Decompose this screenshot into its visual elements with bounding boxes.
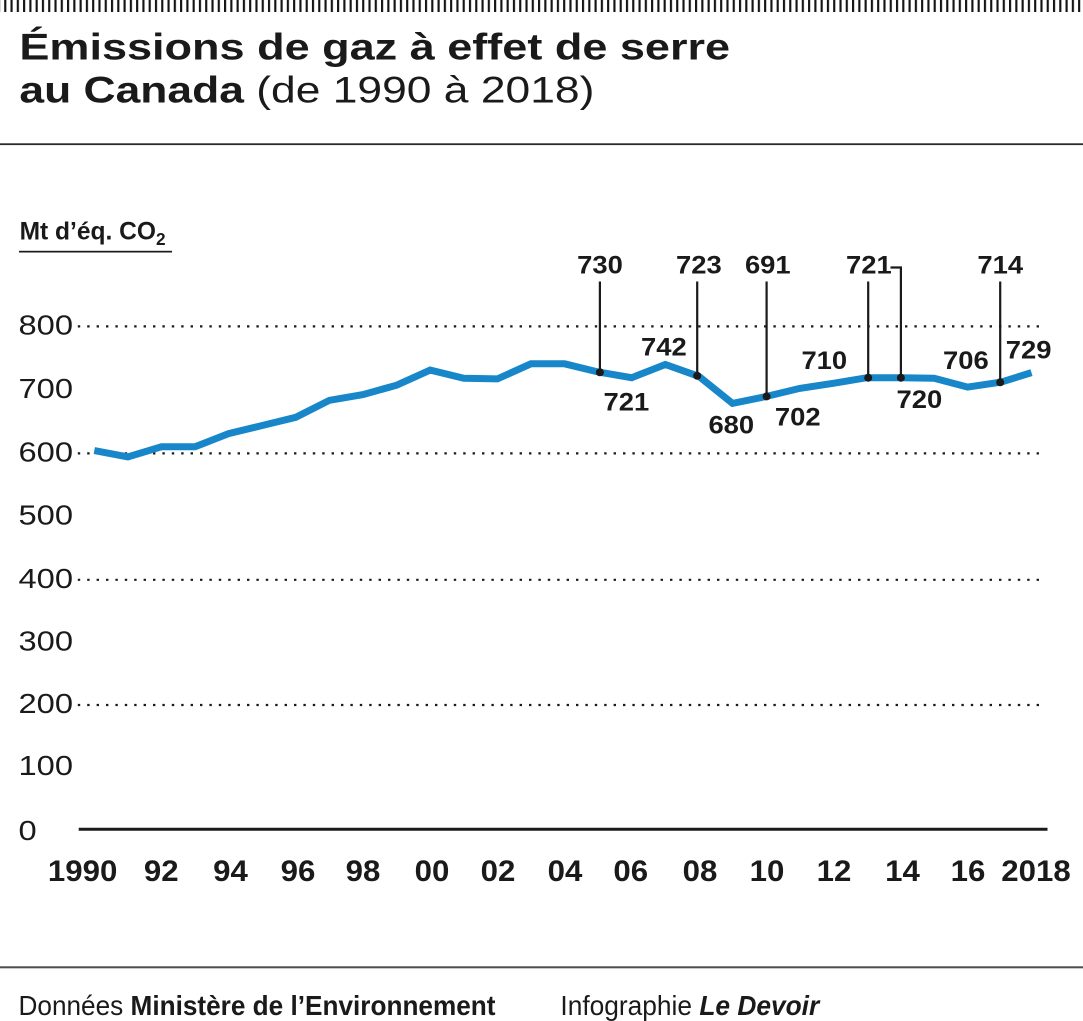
svg-text:730: 730: [577, 251, 623, 280]
svg-text:Mt d’éq. CO2: Mt d’éq. CO2: [20, 218, 166, 249]
svg-text:04: 04: [548, 855, 583, 888]
svg-text:16: 16: [951, 855, 986, 888]
svg-text:714: 714: [977, 251, 1023, 280]
svg-text:710: 710: [801, 346, 847, 375]
svg-text:0: 0: [19, 815, 37, 846]
svg-text:Émissions de gaz à effet de se: Émissions de gaz à effet de serre: [19, 26, 730, 67]
svg-text:500: 500: [19, 500, 73, 531]
svg-text:680: 680: [708, 411, 754, 440]
svg-text:02: 02: [481, 855, 516, 888]
svg-text:300: 300: [19, 626, 73, 657]
svg-text:au Canada (de 1990 à 2018): au Canada (de 1990 à 2018): [19, 69, 594, 111]
svg-text:691: 691: [745, 251, 791, 280]
svg-text:600: 600: [19, 437, 73, 468]
svg-text:200: 200: [19, 688, 73, 719]
svg-text:14: 14: [885, 855, 920, 888]
svg-text:720: 720: [897, 385, 943, 414]
svg-text:08: 08: [683, 855, 718, 888]
svg-text:721: 721: [604, 387, 650, 416]
svg-text:10: 10: [750, 855, 785, 888]
svg-text:12: 12: [817, 855, 852, 888]
svg-text:100: 100: [19, 750, 73, 781]
svg-text:Données Ministère de l’Environ: Données Ministère de l’Environnement: [19, 989, 496, 1021]
svg-text:800: 800: [19, 310, 73, 341]
svg-text:700: 700: [19, 373, 73, 404]
svg-text:742: 742: [641, 333, 687, 362]
svg-text:96: 96: [281, 855, 316, 888]
svg-text:1990: 1990: [48, 855, 117, 888]
svg-text:00: 00: [415, 855, 450, 888]
svg-text:729: 729: [1006, 336, 1052, 365]
svg-text:400: 400: [19, 563, 73, 594]
svg-text:94: 94: [213, 855, 248, 888]
svg-text:723: 723: [676, 251, 722, 280]
svg-text:721: 721: [846, 251, 892, 280]
svg-text:706: 706: [943, 346, 989, 375]
svg-text:Infographie Le Devoir: Infographie Le Devoir: [560, 989, 820, 1021]
svg-text:06: 06: [613, 855, 648, 888]
svg-text:2018: 2018: [1001, 855, 1070, 888]
svg-text:702: 702: [775, 402, 821, 431]
svg-text:98: 98: [346, 855, 381, 888]
svg-text:92: 92: [144, 855, 179, 888]
